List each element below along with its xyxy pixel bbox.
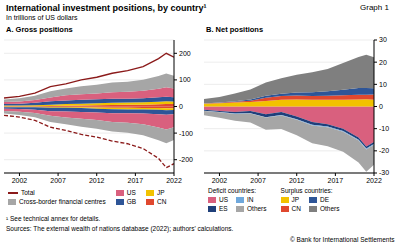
- svg-text:100: 100: [179, 76, 191, 83]
- svg-text:0: 0: [179, 103, 183, 110]
- svg-text:30: 30: [379, 36, 387, 43]
- svg-text:2007: 2007: [50, 177, 66, 184]
- svg-text:20: 20: [379, 59, 387, 66]
- svg-text:-100: -100: [179, 130, 193, 137]
- svg-text:2002: 2002: [12, 177, 28, 184]
- svg-text:2012: 2012: [289, 177, 305, 184]
- html-text:US: US: [219, 196, 228, 203]
- html-text:ES: ES: [219, 205, 228, 212]
- svg-text:-20: -20: [379, 147, 389, 154]
- svg-text:2002: 2002: [212, 177, 228, 184]
- svg-text:2007: 2007: [250, 177, 266, 184]
- html-text:CN: CN: [157, 198, 167, 205]
- html-text:B. Net positions: B. Net positions: [206, 25, 264, 34]
- html-text:In trillions of US dollars: In trillions of US dollars: [6, 14, 78, 21]
- svg-text:2017: 2017: [128, 177, 144, 184]
- html-text:© Bank for International Settl: © Bank for International Settlements: [290, 236, 395, 243]
- html-text:DE: DE: [319, 196, 329, 203]
- svg-text:-10: -10: [379, 125, 389, 132]
- svg-text:2022: 2022: [366, 177, 382, 184]
- html-text:CN: CN: [291, 205, 301, 212]
- html-text:International investment posit: International investment positions, by c…: [6, 3, 207, 13]
- html-text:Surplus countries:: Surplus countries:: [280, 187, 333, 194]
- svg-text:-200: -200: [179, 156, 193, 163]
- html-text:¹ See technical annex for deta: ¹ See technical annex for details.: [6, 215, 101, 222]
- svg-text:200: 200: [179, 50, 191, 57]
- html-text:Deficit countries:: Deficit countries:: [208, 187, 256, 194]
- html-text:Total: Total: [21, 189, 35, 196]
- html-text:Others: Others: [319, 205, 340, 212]
- svg-text:10: 10: [379, 81, 387, 88]
- svg-text:0: 0: [379, 103, 383, 110]
- html-text:Others: Others: [247, 205, 267, 212]
- svg-text:2017: 2017: [328, 177, 344, 184]
- html-text:Cross-border financial centres: Cross-border financial centres: [19, 198, 106, 205]
- html-text:JP: JP: [157, 189, 165, 196]
- html-text:JP: JP: [291, 196, 300, 203]
- html-text:Sources: The external wealth o: Sources: The external wealth of nations …: [6, 225, 234, 232]
- svg-text:2012: 2012: [89, 177, 105, 184]
- html-text:GB: GB: [126, 198, 137, 205]
- svg-text:-30: -30: [379, 169, 389, 176]
- html-text:US: US: [126, 189, 136, 196]
- svg-text:2022: 2022: [166, 177, 182, 184]
- html-text:A. Gross positions: A. Gross positions: [6, 25, 73, 34]
- html-text:IN: IN: [247, 196, 254, 203]
- html-text:Graph 1: Graph 1: [360, 3, 389, 12]
